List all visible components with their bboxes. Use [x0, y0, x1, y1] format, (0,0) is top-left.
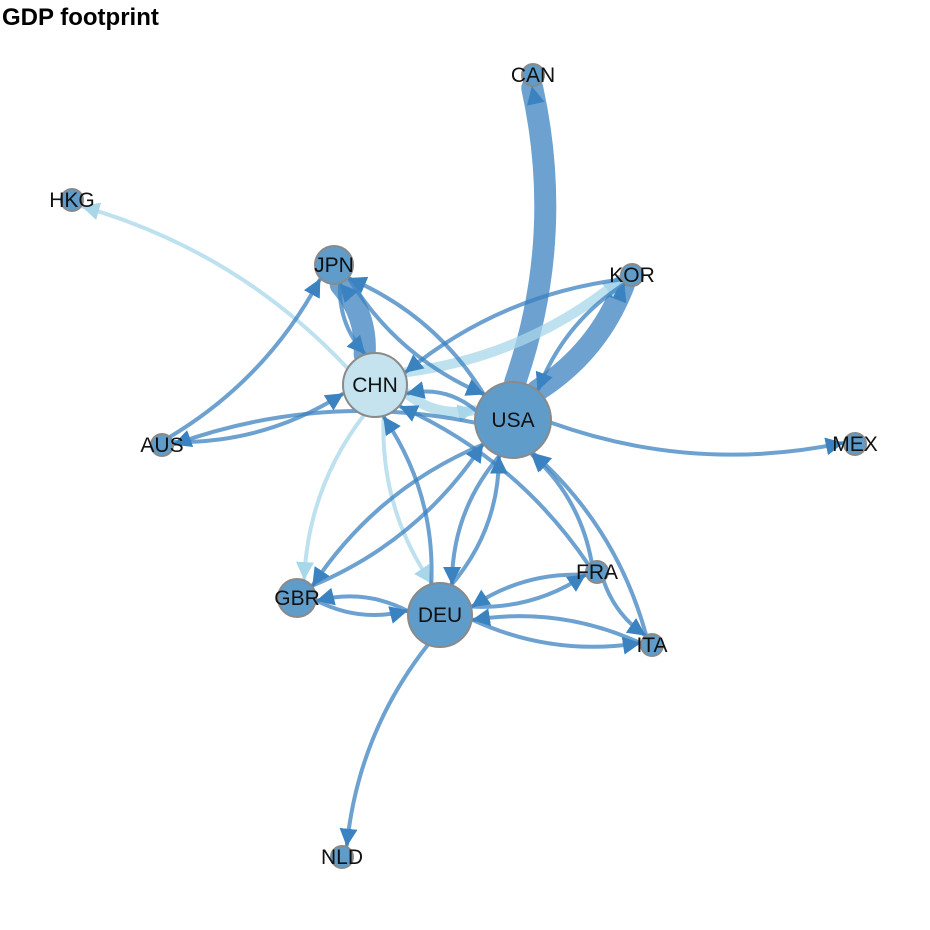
node-label-usa: USA — [491, 409, 534, 432]
node-label-mex: MEX — [832, 433, 878, 456]
node-circle-ita — [640, 633, 664, 657]
node-label-kor: KOR — [609, 264, 655, 287]
edge-chn-deu — [381, 413, 433, 585]
node-deu: DEU — [407, 582, 473, 648]
node-mex: MEX — [832, 432, 878, 456]
node-hkg: HKG — [49, 188, 95, 212]
node-circle-chn — [342, 352, 408, 418]
node-circle-usa — [474, 381, 552, 459]
node-label-ita: ITA — [636, 634, 667, 657]
node-can: CAN — [511, 63, 555, 87]
node-circle-hkg — [60, 188, 84, 212]
edge-usa-jpn — [347, 276, 487, 398]
edge-usa-can — [504, 76, 557, 394]
node-circle-can — [521, 63, 545, 87]
node-label-gbr: GBR — [274, 587, 320, 610]
edge-fra-chn — [399, 404, 591, 567]
node-circle-nld — [330, 845, 354, 869]
edge-usa-mex — [548, 420, 845, 457]
edge-ita-deu — [471, 608, 644, 646]
edge-jpn-chn — [337, 280, 367, 355]
edge-jpn-usa — [346, 275, 485, 396]
edge-usa-kor — [526, 274, 635, 402]
edge-chn-hkg — [81, 202, 350, 371]
edge-ita-usa — [532, 452, 649, 638]
edge-aus-chn — [170, 392, 345, 445]
edge-aus-jpn — [167, 278, 322, 440]
edge-usa-chn — [405, 381, 479, 413]
node-circle-kor — [620, 263, 644, 287]
edge-usa-aus — [172, 408, 478, 448]
node-kor: KOR — [609, 263, 655, 287]
node-circle-deu — [407, 582, 473, 648]
node-circle-mex — [843, 432, 867, 456]
edge-deu-usa — [449, 455, 508, 588]
node-ita: ITA — [636, 633, 668, 657]
node-gbr: GBR — [274, 578, 320, 618]
edge-usa-deu — [443, 453, 502, 586]
node-label-chn: CHN — [352, 374, 398, 397]
edge-gbr-usa — [309, 443, 485, 588]
node-usa: USA — [474, 381, 552, 459]
edge-usa-gbr — [311, 442, 486, 587]
node-label-nld: NLD — [321, 846, 363, 869]
edge-fra-ita — [601, 578, 647, 637]
nodes-layer: CAN HKG JPN KOR CHN USA AUS MEX FRA GBR DEU ITA NLD — [49, 63, 878, 869]
node-circle-aus — [150, 433, 174, 457]
node-label-fra: FRA — [576, 561, 618, 584]
node-circle-jpn — [314, 245, 354, 285]
node-chn: CHN — [342, 352, 408, 418]
node-circle-fra — [585, 560, 609, 584]
edge-kor-chn — [404, 277, 624, 374]
edges-layer — [81, 76, 845, 847]
node-nld: NLD — [321, 845, 363, 869]
node-jpn: JPN — [314, 245, 354, 285]
edge-chn-gbr — [296, 413, 366, 581]
edge-kor-usa — [535, 281, 628, 392]
edge-fra-deu — [470, 572, 589, 609]
edge-deu-chn — [382, 415, 434, 587]
node-aus: AUS — [140, 433, 184, 457]
node-label-jpn: JPN — [314, 254, 354, 277]
node-label-aus: AUS — [140, 434, 183, 457]
node-label-can: CAN — [511, 64, 555, 87]
node-circle-gbr — [277, 578, 317, 618]
node-label-hkg: HKG — [49, 189, 95, 212]
diagram-title: GDP footprint — [2, 4, 159, 31]
edge-deu-nld — [339, 642, 430, 847]
node-fra: FRA — [576, 560, 618, 584]
node-label-deu: DEU — [418, 604, 462, 627]
edge-gbr-deu — [313, 598, 409, 624]
edge-deu-ita — [469, 617, 642, 655]
